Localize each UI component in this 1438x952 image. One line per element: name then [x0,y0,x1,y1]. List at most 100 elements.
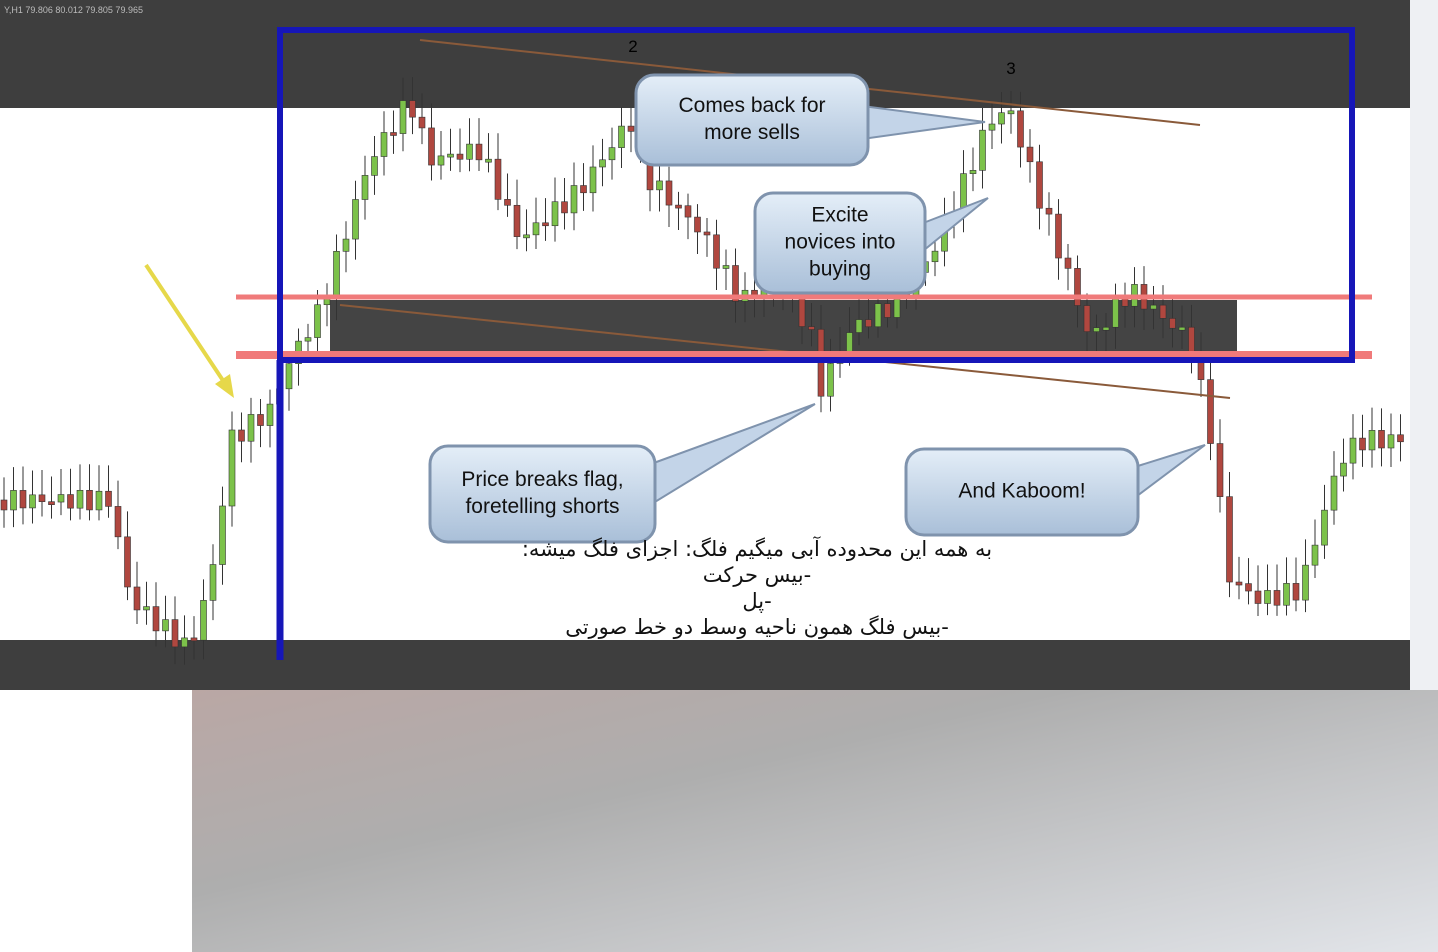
candle-body [1008,111,1014,114]
candle-body [847,333,853,353]
callout-text: more sells [704,121,800,144]
candle-body [581,186,587,193]
callout-text: novices into [785,231,896,254]
candle-body [362,175,368,199]
candle-body [1151,305,1157,309]
callout-text: And Kaboom! [958,480,1085,503]
candle-body [172,620,178,647]
candle-body [220,506,226,565]
candle-body [524,235,530,238]
candle-body [571,186,577,213]
header-text: Y,H1 79.806 80.012 79.805 79.965 [4,5,143,15]
candle-body [1037,162,1043,208]
candle-body [1388,435,1394,448]
candle-body [1018,111,1024,147]
candle-body [1122,299,1128,306]
candle-body [229,430,235,506]
candle-body [1065,258,1071,268]
candle-body [239,430,245,441]
candle-body [932,251,938,262]
candle-body [20,490,26,508]
candle-body [562,202,568,213]
callout-text: Excite [811,204,868,227]
callout-box [430,446,655,542]
candle-body [1056,214,1062,258]
candle-body [1236,582,1242,585]
candle-body [58,495,64,503]
note-line: -بیس حرکت [703,563,811,587]
candle-body [609,148,615,160]
candle-body [657,181,663,190]
screenshot: Y,H1 79.806 80.012 79.805 79.965 2 3 Com… [0,0,1438,952]
candle-body [1369,430,1375,450]
note-line: به همه این محدوده آبی میگیم فلگ: اجزای ف… [522,536,992,562]
candle-body [144,607,150,610]
candle-body [1255,591,1261,603]
candle-body [1179,327,1185,330]
candle-body [381,132,387,156]
candle-body [1103,327,1109,330]
candle-body [676,205,682,208]
candle-body [714,235,720,268]
candle-body [1284,583,1290,605]
candle-body [87,490,93,510]
candle-body [77,490,83,508]
dark-band-bottom [0,640,1410,690]
candle-body [1322,510,1328,545]
candle-body [419,117,425,128]
candle-body [1094,328,1100,332]
candle-body [125,537,131,587]
candle-body [391,132,397,135]
candle-body [828,363,834,396]
candle-body [619,126,625,148]
candle-body [115,506,121,536]
candle-body [96,491,102,510]
price-axis [1410,0,1438,690]
candle-body [1274,590,1280,605]
candle-body [11,490,17,510]
candle-body [1170,318,1176,328]
candle-body [1293,583,1299,600]
candle-body [1027,147,1033,162]
candle-body [448,154,454,157]
candle-body [1,500,7,510]
callout-box [636,75,868,165]
candle-body [552,202,558,226]
candle-body [182,638,188,647]
candle-body [429,128,435,165]
candle-body [410,101,416,118]
candle-body [163,620,169,631]
candle-body [885,304,891,318]
candle-body [1360,438,1366,450]
candle-body [704,232,710,235]
candle-body [49,502,55,505]
candle-body [1227,497,1233,582]
candle-body [1265,590,1271,603]
candle-body [1160,305,1166,318]
candle-body [258,414,264,425]
candle-body [372,157,378,176]
candle-body [1331,476,1337,510]
candle-body [1113,299,1119,327]
callout-text: foretelling shorts [465,495,619,518]
candle-body [68,495,74,509]
candle-body [1246,584,1252,591]
candle-body [248,414,254,441]
candle-body [153,607,159,631]
candle-body [134,587,140,610]
candle-body [305,338,311,342]
callout-text: buying [809,258,871,281]
candle-body [600,160,606,167]
candle-body [666,181,672,205]
candle-body [1084,306,1090,332]
candle-body [334,251,340,299]
candle-body [989,124,995,130]
callout-text: Comes back for [678,94,825,117]
candle-body [476,144,482,160]
candle-body [695,217,701,232]
candle-body [970,170,976,173]
candle-body [1046,208,1052,214]
candle-body [533,223,539,235]
wave-label: 2 [628,37,637,56]
candle-body [505,199,511,205]
